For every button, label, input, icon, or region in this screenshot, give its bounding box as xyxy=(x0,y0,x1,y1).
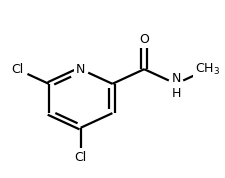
Text: N: N xyxy=(171,72,180,85)
Text: H: H xyxy=(171,87,180,100)
Text: CH$_3$: CH$_3$ xyxy=(194,62,219,77)
Text: Cl: Cl xyxy=(74,151,86,164)
Text: Cl: Cl xyxy=(11,63,23,76)
Text: N: N xyxy=(76,63,85,76)
Text: O: O xyxy=(139,33,148,46)
